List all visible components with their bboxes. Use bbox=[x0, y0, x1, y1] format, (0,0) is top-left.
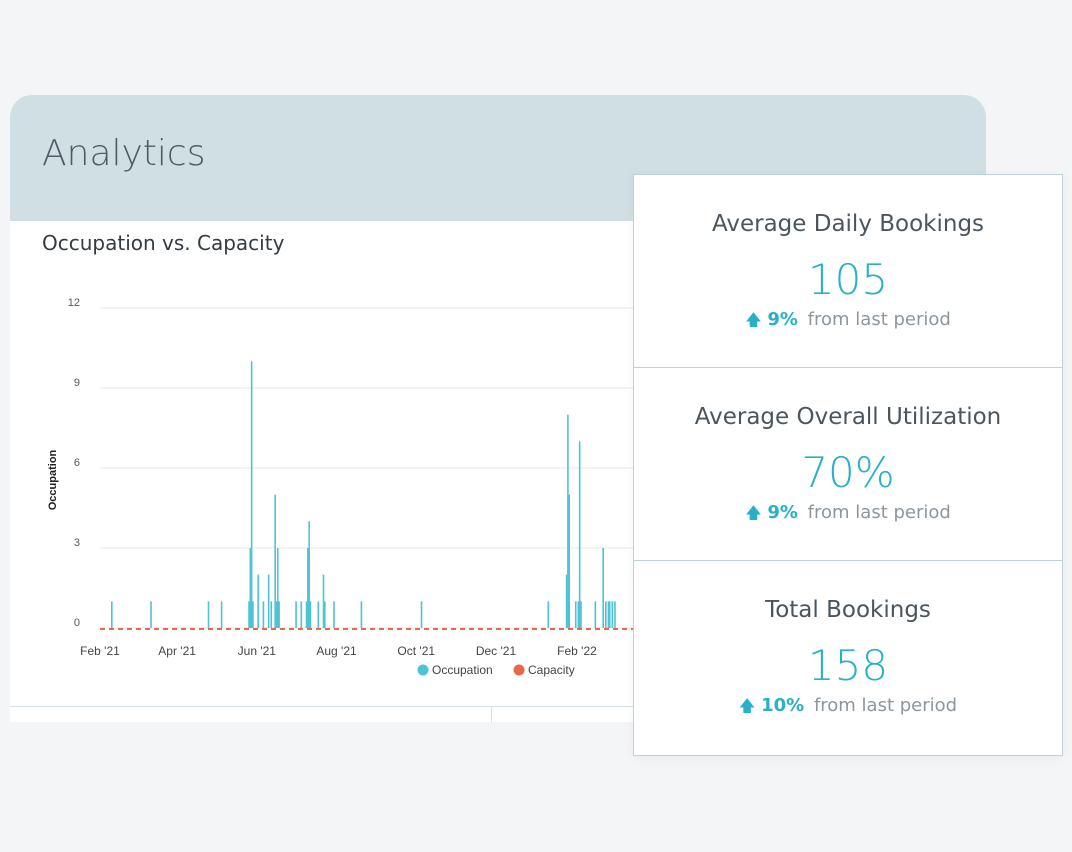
occupation-capacity-chart: 0 3 6 9 12 Occupation Feb '21 Apr '21 Jun '21 Aug… bbox=[47, 297, 986, 677]
stat-label: Average Daily Bookings bbox=[711, 211, 985, 237]
x-tick-label: Feb '22 bbox=[557, 644, 597, 658]
occupation-bar bbox=[275, 601, 278, 628]
stats-card: Average Daily Bookings 105 🡅 9% from las… bbox=[633, 174, 1063, 756]
stat-average-overall-utilization: Average Overall Utilization 70% 🡅 9% fro… bbox=[634, 368, 1062, 561]
legend-label: Occupation bbox=[432, 663, 493, 677]
stat-value: 105 bbox=[807, 255, 889, 304]
chart-title: Occupation vs. Capacity bbox=[42, 231, 285, 255]
occupation-bar bbox=[248, 601, 250, 628]
page-title: Analytics bbox=[42, 133, 206, 174]
stat-average-daily-bookings: Average Daily Bookings 105 🡅 9% from las… bbox=[634, 175, 1062, 368]
occupation-bar bbox=[257, 574, 259, 628]
occupation-bar bbox=[270, 601, 273, 628]
occupation-bar bbox=[317, 601, 320, 628]
change-text: from last period bbox=[807, 309, 951, 330]
occupation-bar bbox=[420, 601, 423, 628]
occupation-bar bbox=[305, 601, 308, 628]
y-axis-label: Occupation bbox=[47, 449, 59, 510]
arrow-up-icon: 🡅 bbox=[738, 696, 756, 715]
stat-change: 🡅 10% from last period bbox=[634, 695, 1062, 722]
occupation-bar bbox=[307, 548, 309, 628]
arrow-up-icon: 🡅 bbox=[745, 503, 762, 522]
occupation-bar bbox=[250, 361, 253, 628]
occupation-bar bbox=[580, 601, 582, 628]
section-divider bbox=[10, 706, 986, 707]
occupation-bar bbox=[150, 601, 152, 628]
occupation-bar bbox=[278, 601, 280, 628]
legend-marker bbox=[513, 664, 525, 676]
occupation-bar bbox=[276, 548, 279, 628]
occupation-bar bbox=[360, 601, 363, 628]
occupation-bar bbox=[547, 601, 550, 628]
stat-change: 🡅 9% from last period bbox=[634, 502, 1062, 529]
x-tick-label: Feb '21 bbox=[80, 644, 120, 658]
occupation-bar bbox=[607, 601, 610, 628]
stat-change: 🡅 9% from last period bbox=[634, 309, 1062, 336]
occupation-bar bbox=[111, 601, 113, 628]
legend-marker bbox=[417, 664, 429, 676]
x-tick-label: Oct '21 bbox=[397, 644, 435, 658]
change-percent: 9% bbox=[767, 502, 798, 523]
occupation-bar bbox=[578, 441, 581, 628]
section-split bbox=[491, 707, 492, 722]
occupation-bar bbox=[602, 548, 604, 628]
occupation-bar bbox=[249, 548, 252, 628]
occupation-bar bbox=[207, 601, 210, 628]
stat-total-bookings: Total Bookings 158 🡅 10% from last perio… bbox=[634, 561, 1062, 753]
change-percent: 9% bbox=[767, 309, 798, 330]
occupation-bar bbox=[300, 601, 303, 628]
occupation-bar bbox=[594, 601, 597, 628]
occupation-bar bbox=[252, 601, 254, 628]
x-tick-label: Apr '21 bbox=[158, 644, 196, 658]
occupation-bar bbox=[577, 601, 580, 628]
change-text: from last period bbox=[813, 695, 958, 716]
occupation-bar bbox=[295, 601, 297, 628]
y-tick-label: 6 bbox=[74, 457, 80, 469]
occupation-bar bbox=[568, 494, 571, 628]
occupation-bar bbox=[267, 574, 270, 628]
change-percent: 10% bbox=[761, 695, 805, 716]
occupation-bar bbox=[614, 601, 616, 628]
y-tick-label: 12 bbox=[68, 297, 80, 309]
x-tick-label: Dec '21 bbox=[476, 644, 517, 658]
occupation-bar bbox=[333, 601, 335, 628]
change-text: from last period bbox=[807, 502, 951, 523]
occupation-bar bbox=[565, 574, 568, 628]
occupation-bar bbox=[608, 601, 611, 628]
x-tick-label: Jun '21 bbox=[238, 644, 277, 658]
arrow-up-icon: 🡅 bbox=[745, 310, 762, 329]
y-tick-label: 0 bbox=[74, 617, 80, 629]
occupation-bar bbox=[220, 601, 223, 628]
occupation-bar bbox=[567, 414, 569, 628]
stat-label: Average Overall Utilization bbox=[694, 404, 1002, 430]
x-tick-label: Aug '21 bbox=[316, 644, 357, 658]
stat-value: 158 bbox=[807, 641, 889, 690]
occupation-bar bbox=[309, 601, 312, 628]
stat-label: Total Bookings bbox=[765, 597, 931, 623]
stat-value: 70% bbox=[801, 448, 895, 497]
occupation-bar bbox=[308, 521, 310, 628]
occupation-bar bbox=[262, 601, 265, 628]
occupation-bar bbox=[574, 601, 577, 628]
legend-label: Capacity bbox=[528, 663, 575, 677]
occupation-bar bbox=[611, 601, 614, 628]
occupation-bar bbox=[322, 574, 325, 628]
occupation-bar bbox=[274, 494, 276, 628]
occupation-bar bbox=[324, 601, 326, 628]
y-tick-label: 3 bbox=[74, 537, 80, 549]
occupation-bar bbox=[605, 601, 607, 628]
y-tick-label: 9 bbox=[74, 377, 80, 389]
